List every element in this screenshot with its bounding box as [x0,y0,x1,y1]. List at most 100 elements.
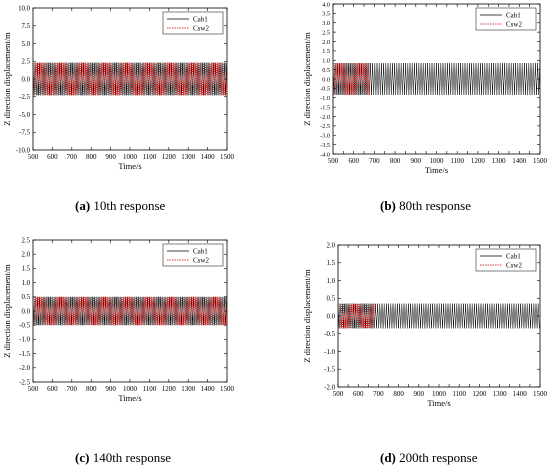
x-tick-label-d: 800 [393,390,404,398]
y-tick-label-a: 5.0 [22,41,31,48]
y-tick-label-d: 0.0 [327,313,336,320]
y-tick-label-b: 0.5 [322,67,330,74]
x-tick-label-b: 900 [411,157,422,165]
y-tick-label-d: 0.5 [327,296,336,303]
legend-box-d [475,248,537,272]
y-tick-label-b: -2.5 [320,123,330,130]
y-tick-label-b: 3.5 [322,11,330,18]
series-line-csw2-c [33,296,227,326]
caption-c: (c) 140th response [75,450,171,466]
x-tick-label-d: 900 [414,390,425,398]
legend-label-csw2-b: Csw2 [506,21,522,29]
y-tick-label-c: -2.0 [19,365,30,372]
x-tick-label-a: 1100 [143,153,157,161]
caption-text-d: 200th response [395,450,478,465]
x-tick-label-c: 1400 [201,385,216,393]
x-tick-label-c: 800 [86,385,97,393]
y-tick-label-d: -1.0 [324,349,335,356]
y-tick-label-c: 1.5 [22,266,31,273]
x-tick-label-d: 700 [373,390,384,398]
y-tick-label-b: -0.5 [320,86,330,93]
x-tick-label-d: 500 [333,390,344,398]
y-tick-label-c: -2.5 [19,379,30,386]
y-tick-label-a: -2.5 [19,94,30,101]
y-tick-label-c: 0.5 [22,294,31,301]
y-tick-label-b: -2.0 [320,114,330,121]
y-tick-label-d: -2.0 [324,384,335,391]
y-tick-label-c: -0.5 [19,323,30,330]
x-tick-label-c: 1500 [220,385,235,393]
chart-panel-c: 2.5 2.0 1.5 1.0 0.5 0.0 -0.5 -1.0 -1.5 -2.0 -2.5 50… [0,232,245,432]
x-tick-label-a: 500 [28,153,39,161]
chart-panel-b: 4.0 3.5 3.0 2.5 2.0 1.5 1.0 0.5 0.0 -0.5 -1.0 -1.5 -… [300,0,550,200]
y-tick-label-c: 1.0 [22,280,31,287]
y-tick-label-d: 2.0 [327,242,336,249]
caption-d: (d) 200th response [380,450,478,466]
x-tick-label-c: 1300 [181,385,196,393]
y-tick-label-c: 2.5 [22,237,31,244]
x-tick-label-d: 1100 [452,390,466,398]
caption-text-b: 80th response [395,198,471,213]
legend-box-b [475,7,537,31]
caption-label-b: (b) [380,198,396,213]
y-tick-label-b: 2.0 [322,39,330,46]
y-tick-label-a: -10.0 [16,147,31,154]
caption-label-d: (d) [380,450,396,465]
series-line-cab1-a [32,62,227,96]
x-tick-label-a: 900 [105,153,116,161]
y-axis-label-c: Z direction displacement/m [2,264,12,358]
series-line-cab1-b [332,63,541,95]
x-tick-label-b: 1400 [512,157,527,165]
x-tick-label-b: 1000 [430,157,445,165]
x-tick-label-b: 700 [369,157,380,165]
x-axis-label-d: Time/s [427,398,450,408]
x-tick-label-a: 1200 [162,153,177,161]
x-tick-label-c: 900 [105,385,116,393]
legend-label-cab1-d: Cab1 [506,253,521,261]
x-tick-label-b: 500 [328,157,339,165]
legend-label-csw2-d: Csw2 [506,262,522,270]
x-tick-label-d: 1500 [533,390,548,398]
x-tick-label-c: 600 [47,385,58,393]
x-tick-label-d: 1300 [493,390,508,398]
x-tick-label-c: 1000 [123,385,138,393]
y-tick-label-a: 0.0 [22,76,31,83]
caption-b: (b) 80th response [380,198,471,214]
x-tick-label-a: 1000 [123,153,138,161]
y-tick-label-d: -0.5 [324,331,335,338]
x-axis-label-a: Time/s [118,161,141,171]
x-tick-label-a: 1500 [220,153,235,161]
y-tick-label-b: -1.5 [320,104,330,111]
y-tick-label-c: 0.0 [22,308,31,315]
x-tick-label-b: 1500 [533,157,548,165]
y-tick-label-d: 1.0 [327,278,336,285]
caption-label-c: (c) [75,450,90,465]
y-tick-label-c: -1.5 [19,351,30,358]
series-line-csw2-a [33,62,227,96]
y-tick-label-b: 0.0 [322,76,330,83]
x-tick-label-c: 700 [67,385,78,393]
y-tick-label-a: 7.5 [22,23,31,30]
caption-text-a: 10th response [90,198,166,213]
y-tick-label-a: -5.0 [19,112,30,119]
x-tick-label-a: 800 [86,153,97,161]
x-tick-label-b: 1300 [492,157,507,165]
series-line-csw2-b [333,63,370,95]
x-tick-label-c: 1200 [162,385,177,393]
y-tick-label-b: 1.0 [322,58,330,65]
y-tick-label-a: 2.5 [22,59,31,66]
caption-label-a: (a) [75,198,91,213]
y-tick-label-a: 10.0 [18,5,30,12]
y-tick-label-b: -3.5 [320,142,330,149]
legend-box-a [162,11,224,35]
x-tick-label-b: 1200 [471,157,486,165]
x-tick-label-a: 600 [47,153,58,161]
y-tick-label-b: -3.0 [320,133,330,140]
y-tick-label-b: -4.0 [320,151,330,158]
x-tick-label-a: 1300 [181,153,196,161]
legend-label-cab1-b: Cab1 [506,12,521,20]
caption-a: (a) 10th response [75,198,165,214]
series-line-csw2-d [338,303,375,329]
legend-label-csw2-a: Csw2 [193,25,209,33]
